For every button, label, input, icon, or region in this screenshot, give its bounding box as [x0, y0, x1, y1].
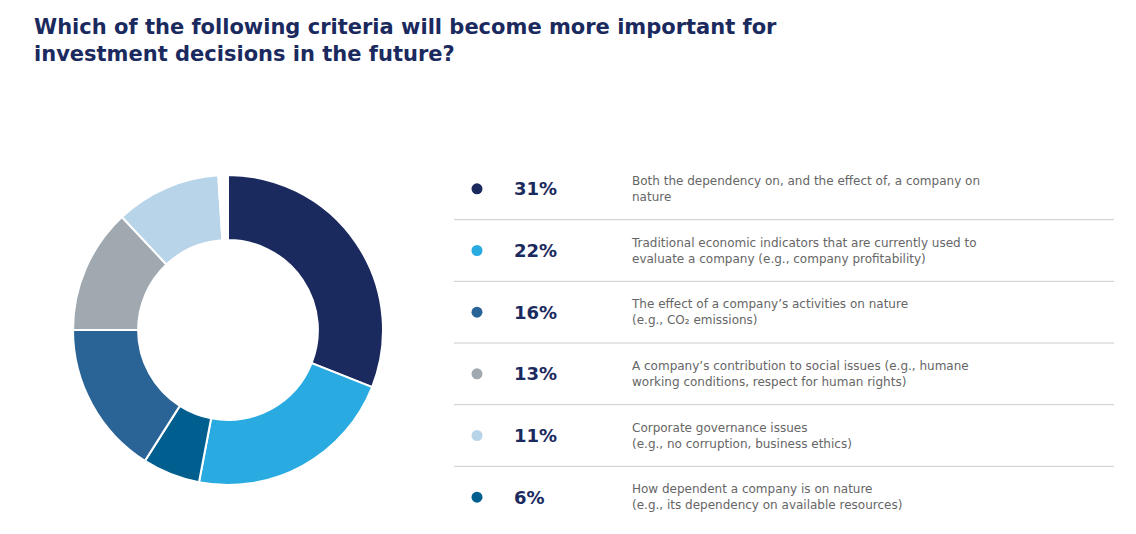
legend-swatch — [472, 307, 483, 318]
legend: 31% Both the dependency on, and the effec… — [454, 174, 1114, 512]
legend-label: Traditional economic indicators that are… — [631, 236, 977, 266]
donut-slice — [228, 175, 383, 387]
donut-slice — [122, 175, 222, 264]
legend-label: The effect of a company’s activities on … — [631, 297, 908, 327]
legend-label: How dependent a company is on nature(e.g… — [632, 482, 902, 512]
legend-separator — [454, 281, 1114, 282]
chart-svg: Which of the following criteria will bec… — [0, 0, 1136, 534]
legend-percentage: 16% — [514, 302, 557, 323]
legend-percentage: 13% — [514, 363, 557, 384]
legend-swatch — [472, 368, 483, 379]
legend-label: A company’s contribution to social issue… — [632, 359, 969, 389]
legend-percentage: 6% — [514, 487, 545, 508]
legend-separator — [454, 404, 1114, 405]
legend-swatch — [472, 183, 483, 194]
legend-label: Corporate governance issues(e.g., no cor… — [632, 421, 852, 451]
donut-slice — [199, 363, 372, 485]
donut-slice — [218, 175, 228, 240]
legend-label: Both the dependency on, and the effect o… — [632, 174, 980, 204]
legend-separator — [454, 343, 1114, 344]
legend-swatch — [472, 492, 483, 503]
legend-percentage: 22% — [514, 240, 557, 261]
donut-slice — [73, 330, 180, 461]
legend-percentage: 31% — [514, 178, 557, 199]
legend-percentage: 11% — [514, 425, 557, 446]
chart-container: Which of the following criteria will bec… — [0, 0, 1136, 534]
background — [0, 0, 1136, 534]
donut — [73, 175, 383, 485]
legend-separator — [454, 219, 1114, 220]
legend-separator — [454, 466, 1114, 467]
title: Which of the following criteria will bec… — [34, 15, 777, 66]
legend-swatch — [472, 245, 483, 256]
legend-swatch — [472, 430, 483, 441]
